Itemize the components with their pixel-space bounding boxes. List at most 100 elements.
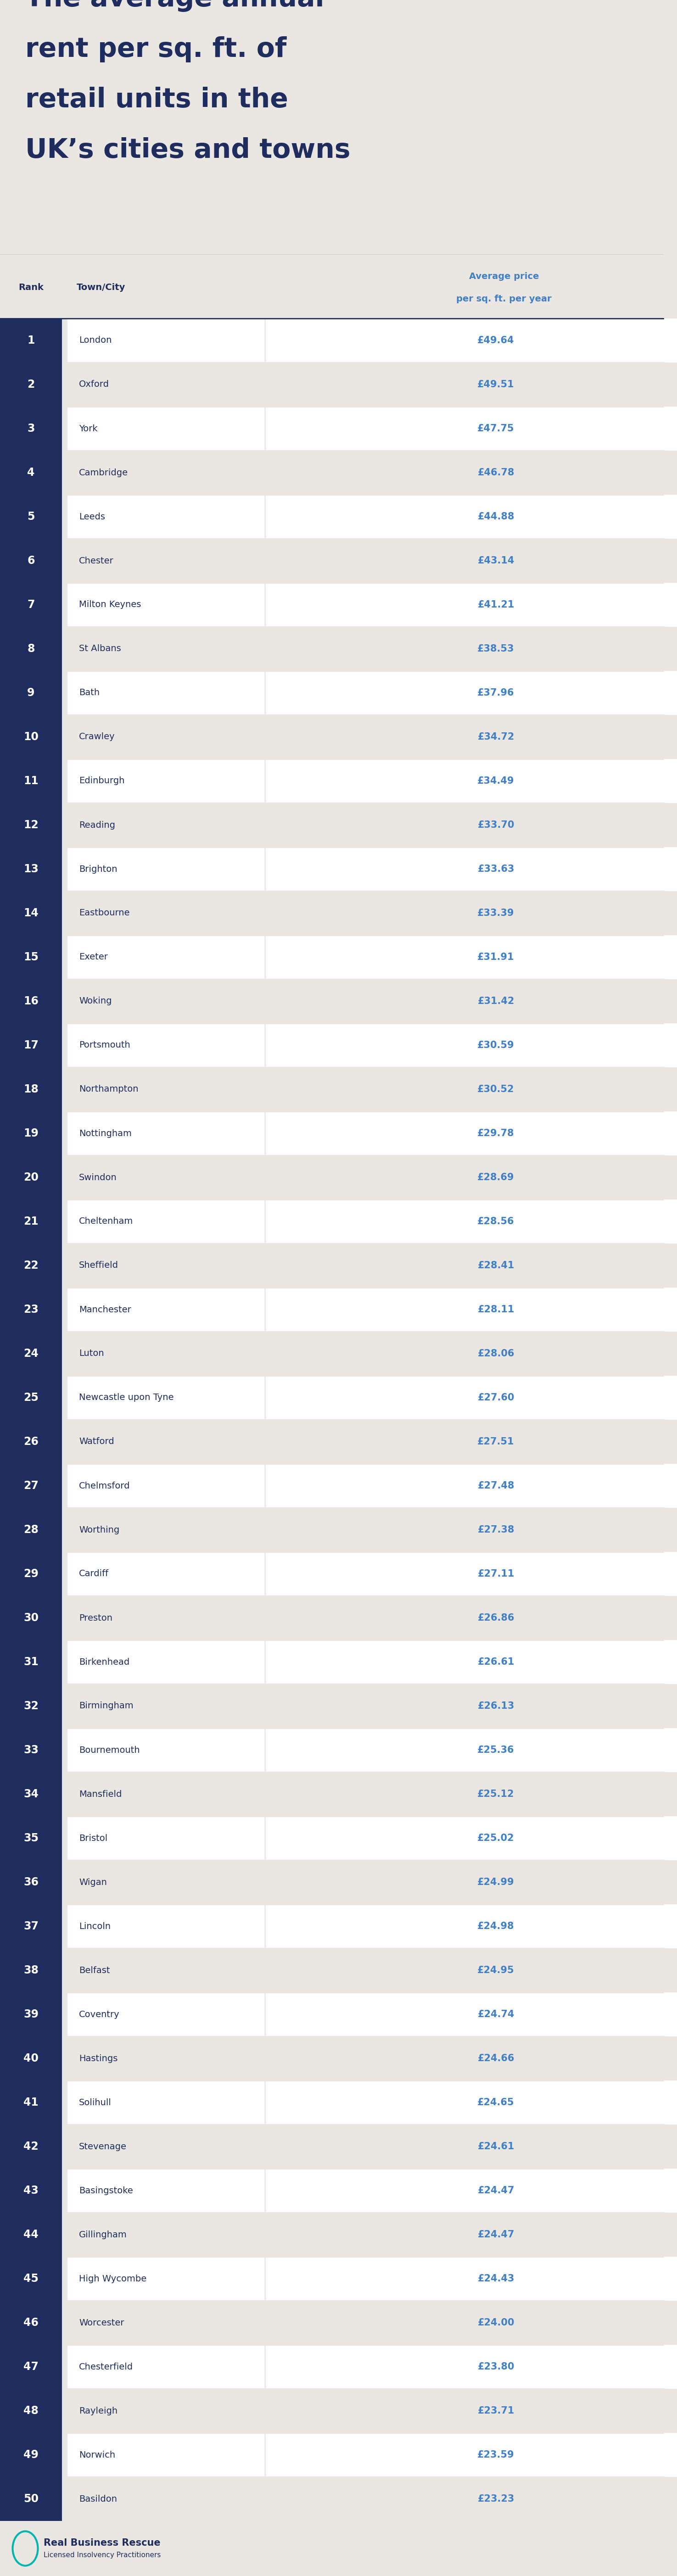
Text: £23.59: £23.59 [477,2450,515,2460]
Text: £41.21: £41.21 [477,600,515,611]
Text: Birkenhead: Birkenhead [79,1656,129,1667]
FancyBboxPatch shape [0,1110,62,1157]
FancyBboxPatch shape [265,1904,677,1947]
Text: 30: 30 [24,1613,39,1623]
FancyBboxPatch shape [265,538,677,582]
FancyBboxPatch shape [265,407,677,451]
FancyBboxPatch shape [68,2213,265,2257]
Text: 32: 32 [24,1700,39,1710]
Text: £27.11: £27.11 [477,1569,515,1579]
Text: £31.91: £31.91 [477,953,515,961]
Text: 42: 42 [24,2141,39,2151]
FancyBboxPatch shape [0,1157,62,1200]
FancyBboxPatch shape [68,2081,265,2125]
FancyBboxPatch shape [0,670,62,716]
FancyBboxPatch shape [265,2344,677,2388]
FancyBboxPatch shape [68,582,265,626]
Text: Birmingham: Birmingham [79,1703,133,1710]
FancyBboxPatch shape [68,1288,265,1332]
FancyBboxPatch shape [68,407,265,451]
Text: Brighton: Brighton [79,866,117,873]
Text: £27.60: £27.60 [477,1394,515,1401]
Text: London: London [79,335,112,345]
Text: Rank: Rank [18,283,43,291]
Text: 43: 43 [24,2184,39,2197]
Text: £23.71: £23.71 [477,2406,515,2416]
FancyBboxPatch shape [265,1597,677,1641]
Text: £33.39: £33.39 [477,909,515,917]
Text: Lincoln: Lincoln [79,1922,110,1929]
Text: Basingstoke: Basingstoke [79,2187,133,2195]
FancyBboxPatch shape [0,2169,62,2213]
Text: £37.96: £37.96 [477,688,515,698]
Text: 50: 50 [24,2494,39,2504]
FancyBboxPatch shape [68,935,265,979]
FancyBboxPatch shape [265,716,677,760]
Text: Stevenage: Stevenage [79,2143,127,2151]
FancyBboxPatch shape [265,1507,677,1551]
FancyBboxPatch shape [0,1066,62,1110]
FancyBboxPatch shape [68,2388,265,2432]
FancyBboxPatch shape [265,495,677,538]
Text: £33.70: £33.70 [477,819,515,829]
Text: £27.48: £27.48 [477,1481,515,1492]
Text: 36: 36 [24,1878,39,1888]
FancyBboxPatch shape [0,2388,62,2432]
Text: retail units in the: retail units in the [25,88,288,113]
Text: 8: 8 [27,644,35,654]
FancyBboxPatch shape [68,1332,265,1376]
FancyBboxPatch shape [265,2300,677,2344]
FancyBboxPatch shape [0,979,62,1023]
Text: Luton: Luton [79,1350,104,1358]
FancyBboxPatch shape [68,1023,265,1066]
FancyBboxPatch shape [68,1947,265,1991]
FancyBboxPatch shape [265,1991,677,2038]
FancyBboxPatch shape [265,1728,677,1772]
Text: Oxford: Oxford [79,381,109,389]
FancyBboxPatch shape [68,1157,265,1200]
Text: £28.69: £28.69 [477,1172,515,1182]
FancyBboxPatch shape [68,1641,265,1685]
Text: 28: 28 [24,1525,39,1535]
Text: Woking: Woking [79,997,112,1005]
Text: Cardiff: Cardiff [79,1569,109,1579]
FancyBboxPatch shape [265,1023,677,1066]
FancyBboxPatch shape [68,979,265,1023]
Text: 15: 15 [24,951,39,963]
FancyBboxPatch shape [0,1860,62,1904]
Text: Bournemouth: Bournemouth [79,1747,140,1754]
FancyBboxPatch shape [68,495,265,538]
Text: Newcastle upon Tyne: Newcastle upon Tyne [79,1394,174,1401]
FancyBboxPatch shape [265,1816,677,1860]
Text: 14: 14 [24,907,39,920]
FancyBboxPatch shape [68,1507,265,1551]
Text: 9: 9 [27,688,35,698]
FancyBboxPatch shape [0,935,62,979]
Text: £24.61: £24.61 [477,2141,515,2151]
Text: 37: 37 [24,1922,39,1932]
Text: Edinburgh: Edinburgh [79,775,125,786]
FancyBboxPatch shape [68,1728,265,1772]
FancyBboxPatch shape [0,1728,62,1772]
FancyBboxPatch shape [0,1419,62,1463]
FancyBboxPatch shape [265,1947,677,1991]
FancyBboxPatch shape [68,848,265,891]
Text: £44.88: £44.88 [477,513,515,520]
Text: £28.56: £28.56 [477,1216,515,1226]
Text: £47.75: £47.75 [477,425,515,433]
FancyBboxPatch shape [68,804,265,848]
FancyBboxPatch shape [265,1551,677,1597]
FancyBboxPatch shape [0,2300,62,2344]
FancyBboxPatch shape [265,891,677,935]
Text: 22: 22 [24,1260,39,1270]
Text: 11: 11 [24,775,39,786]
FancyBboxPatch shape [68,2432,265,2478]
Text: 49: 49 [24,2450,39,2460]
FancyBboxPatch shape [265,451,677,495]
Text: 44: 44 [24,2228,39,2241]
Text: Worthing: Worthing [79,1525,119,1535]
Text: The average annual: The average annual [25,0,324,13]
Bar [0,2522,677,2576]
FancyBboxPatch shape [68,1860,265,1904]
FancyBboxPatch shape [68,760,265,804]
